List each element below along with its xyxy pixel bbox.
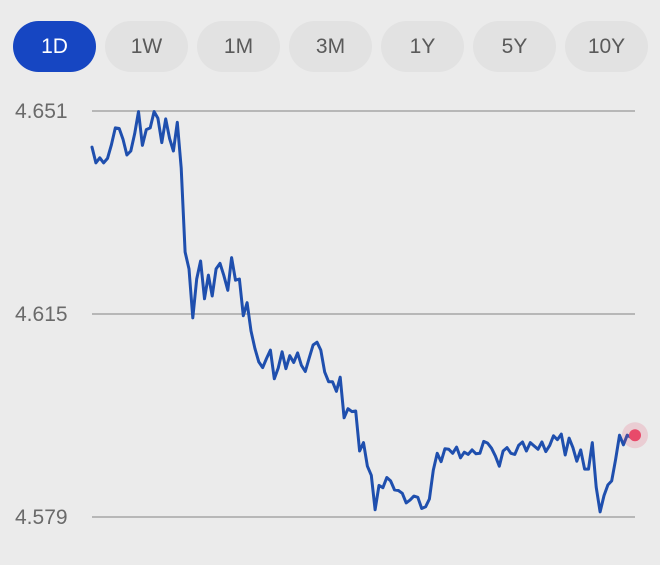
price-line <box>90 110 637 514</box>
time-range-tabs: 1D 1W 1M 3M 1Y 5Y 10Y <box>13 21 648 72</box>
tab-3m[interactable]: 3M <box>289 21 372 72</box>
tab-1d[interactable]: 1D <box>13 21 96 72</box>
y-tick-label: 4.651 <box>15 100 68 123</box>
tab-5y[interactable]: 5Y <box>473 21 556 72</box>
tab-10y[interactable]: 10Y <box>565 21 648 72</box>
tab-1y[interactable]: 1Y <box>381 21 464 72</box>
y-tick-label: 4.579 <box>15 506 68 529</box>
tab-1m[interactable]: 1M <box>197 21 280 72</box>
y-tick-label: 4.615 <box>15 303 68 326</box>
tab-1w[interactable]: 1W <box>105 21 188 72</box>
last-point-marker <box>629 429 641 442</box>
